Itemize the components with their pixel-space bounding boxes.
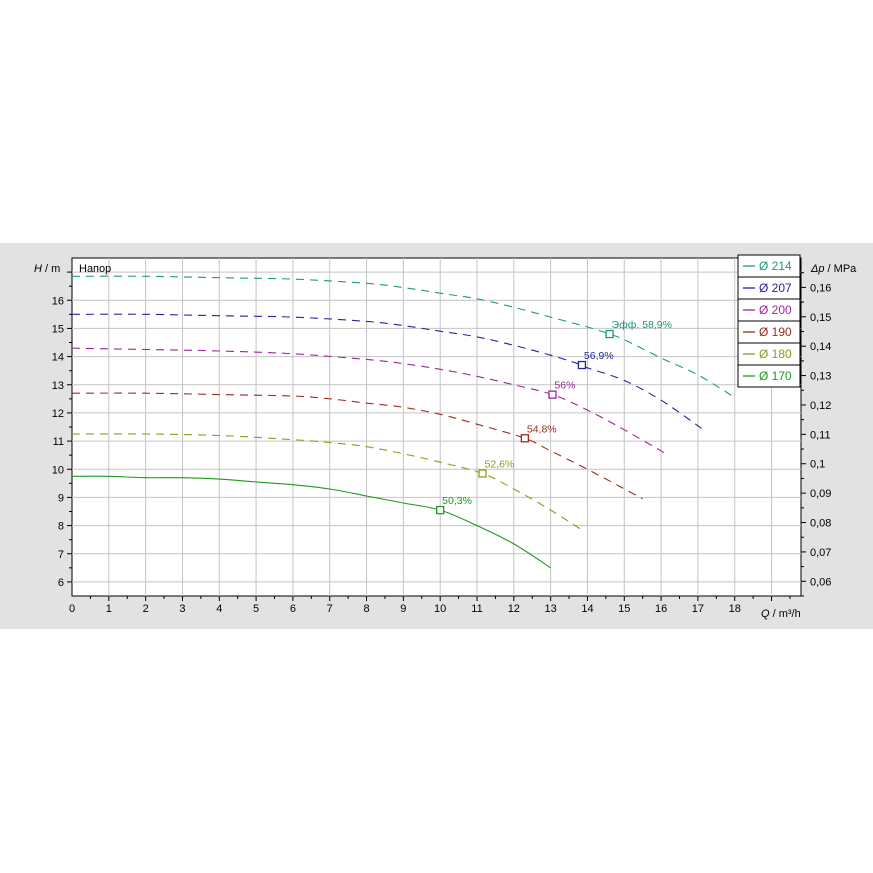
y2-axis-label: Δp / MPa — [810, 263, 857, 275]
y2-tick-label: 0,15 — [810, 312, 831, 324]
x-axis-label: Q / m³/h — [761, 608, 801, 620]
y2-tick-label: 0,1 — [810, 459, 825, 471]
x-tick-label: 13 — [545, 603, 557, 615]
legend-label: Ø 200 — [759, 303, 792, 317]
head-curves — [71, 275, 735, 569]
x-tick-label: 5 — [253, 603, 259, 615]
x-tick-label: 7 — [327, 603, 333, 615]
curve-series-2 — [71, 313, 702, 429]
x-tick-label: 16 — [655, 603, 667, 615]
y2-tick-label: 0,06 — [810, 576, 831, 588]
y-tick-label: 6 — [58, 577, 64, 589]
y-tick-label: 14 — [52, 352, 64, 364]
curve-series-6 — [71, 475, 551, 569]
efficiency-points: Эфф. 58,9% 56,9% 56% 54,8% 52,6% 50,3% — [436, 319, 672, 515]
curve-series-5 — [71, 433, 585, 532]
x-tick-label: 2 — [143, 603, 149, 615]
efficiency-point-label: 54,8% — [527, 423, 557, 435]
x-tick-label: 17 — [692, 603, 704, 615]
x-tick-label: 15 — [618, 603, 630, 615]
curve-series-1 — [71, 275, 735, 398]
y-axis-label: H / m — [34, 263, 60, 275]
y2-tick-label: 0,14 — [810, 341, 831, 353]
efficiency-point-label: 56,9% — [584, 350, 614, 362]
x-tick-label: 14 — [581, 603, 593, 615]
curve-series-4 — [71, 392, 643, 500]
x-tick-label: 3 — [179, 603, 185, 615]
y-tick-label: 13 — [52, 380, 64, 392]
y2-tick-label: 0,08 — [810, 518, 831, 530]
plot-title: Напор — [79, 263, 111, 275]
legend-label: Ø 214 — [759, 259, 792, 273]
efficiency-point-label: 50,3% — [442, 495, 472, 507]
y2-axis-ticks: 0,06 0,07 0,08 0,09 0,1 0,11 0,12 0,13 0,14 0,15 0… — [810, 282, 831, 588]
y2-tick-label: 0,11 — [810, 429, 831, 441]
efficiency-point-marker — [478, 469, 487, 478]
legend: Ø 214 Ø 207 Ø 200 Ø 190 Ø 180 Ø 170 — [737, 254, 801, 388]
y-tick-label: 12 — [52, 408, 64, 420]
grid-lines — [67, 258, 806, 601]
x-tick-label: 11 — [471, 603, 482, 615]
curve-series-3 — [71, 347, 669, 456]
x-tick-label: 9 — [400, 603, 406, 615]
y-tick-label: 11 — [53, 436, 64, 448]
efficiency-point-label: Эфф. 58,9% — [612, 319, 672, 331]
y-axis-ticks: 6 7 8 9 10 11 12 13 14 15 16 — [52, 295, 64, 589]
efficiency-point-label: 52,6% — [485, 458, 515, 470]
legend-label: Ø 170 — [759, 369, 792, 383]
y-tick-label: 9 — [58, 492, 64, 504]
efficiency-point-label: 56% — [554, 380, 575, 392]
y2-tick-label: 0,16 — [810, 282, 831, 294]
y2-tick-label: 0,13 — [810, 371, 831, 383]
y-tick-label: 10 — [52, 464, 64, 476]
plot-background — [71, 257, 802, 597]
efficiency-point-marker — [436, 505, 445, 515]
x-axis-ticks: 0 1 2 3 4 5 6 7 8 9 10 11 12 13 14 15 16 17 18 — [69, 603, 741, 615]
x-tick-label: 6 — [290, 603, 296, 615]
legend-item — [737, 364, 801, 388]
x-tick-label: 1 — [106, 603, 112, 615]
y-tick-label: 16 — [52, 295, 64, 307]
x-tick-label: 4 — [216, 603, 222, 615]
y-tick-label: 15 — [52, 323, 64, 335]
legend-label: Ø 207 — [759, 281, 792, 295]
efficiency-point-marker — [548, 390, 557, 399]
x-tick-label: 8 — [363, 603, 369, 615]
legend-label: Ø 190 — [759, 325, 792, 339]
y-tick-label: 7 — [58, 549, 64, 561]
y2-tick-label: 0,12 — [810, 400, 831, 412]
efficiency-point-marker — [605, 329, 614, 339]
pump-curve-chart: 0 1 2 3 4 5 6 7 8 9 10 11 12 13 14 15 16 17 18 67891011121… — [34, 254, 857, 620]
y2-tick-label: 0,07 — [810, 547, 831, 559]
y2-tick-label: 0,09 — [810, 488, 831, 500]
x-tick-label: 10 — [434, 603, 446, 615]
x-tick-label: 18 — [729, 603, 741, 615]
x-tick-label: 0 — [69, 603, 75, 615]
chart-panel: 0 1 2 3 4 5 6 7 8 9 10 11 12 13 14 15 16 17 18 6 7 8 9 10 11 12 1… — [0, 243, 873, 629]
y-tick-label: 8 — [58, 521, 64, 533]
efficiency-point-marker — [520, 434, 530, 443]
legend-label: Ø 180 — [759, 347, 792, 361]
efficiency-point-marker — [577, 360, 587, 370]
x-tick-label: 12 — [508, 603, 520, 615]
